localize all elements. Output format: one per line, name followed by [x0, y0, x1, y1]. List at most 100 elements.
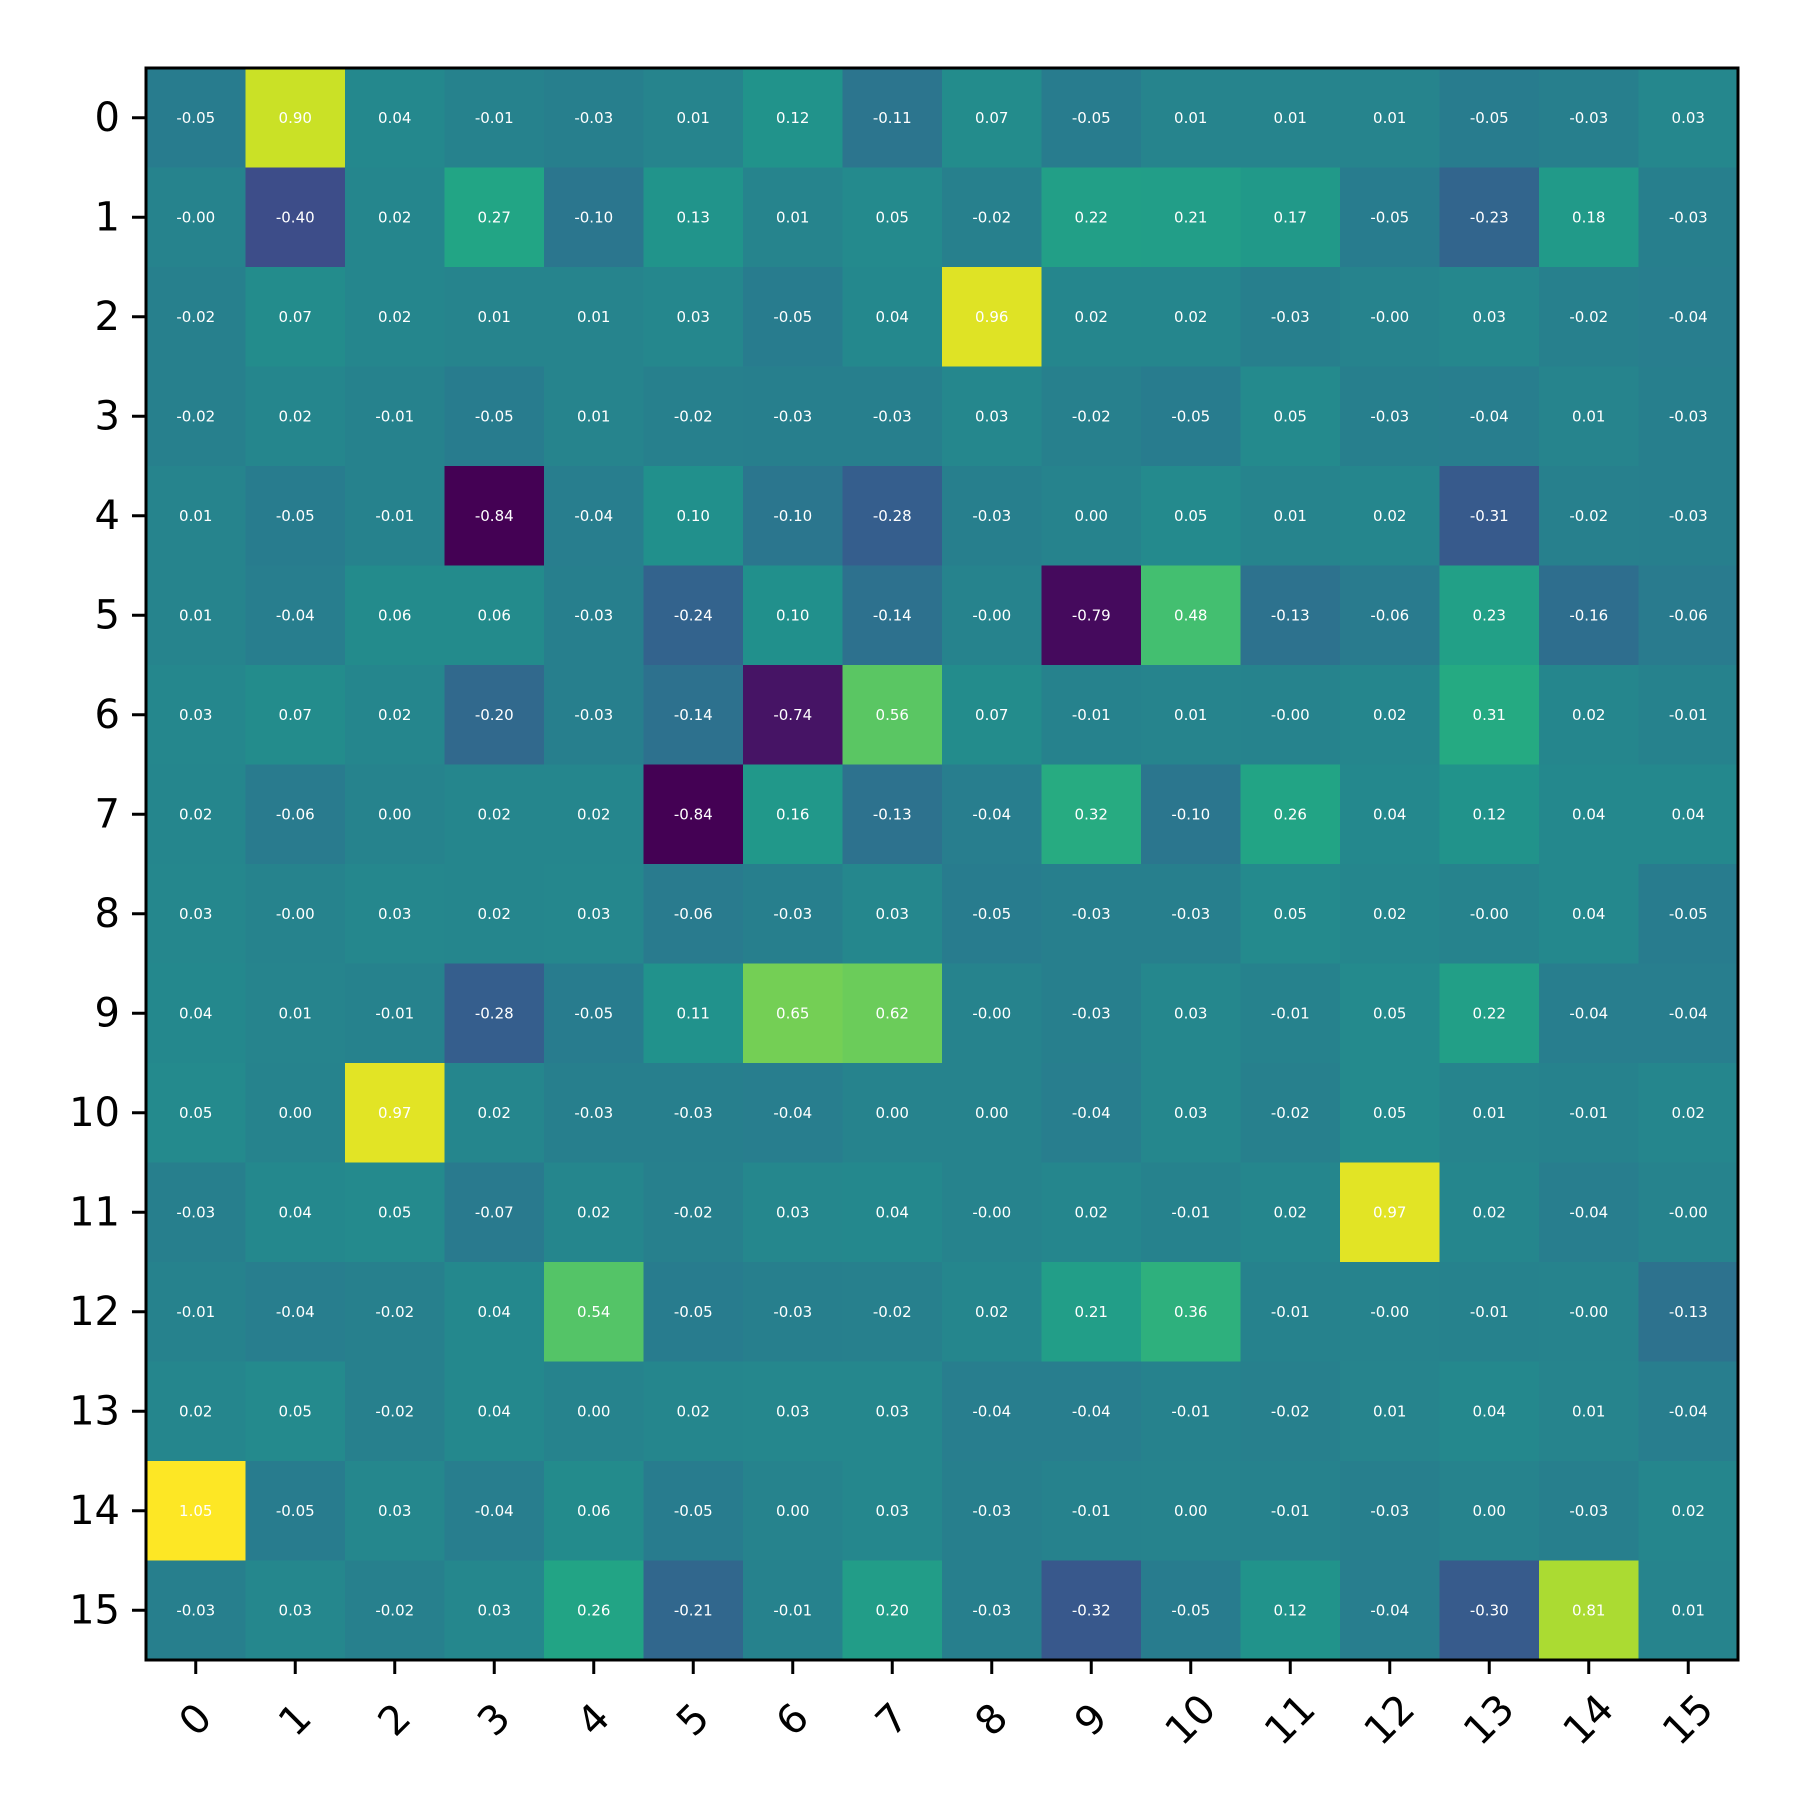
- heatmap-cell-r3-c5: [643, 366, 744, 467]
- heatmap-cell-r14-c0: [146, 1461, 247, 1562]
- heatmap-cell-r12-c4: [544, 1262, 645, 1363]
- cell-label-r1-c9: 0.22: [1075, 208, 1108, 226]
- cell-label-r15-c13: -0.30: [1470, 1601, 1509, 1619]
- heatmap-cell-r15-c7: [842, 1560, 943, 1661]
- cell-label-r9-c12: 0.05: [1373, 1004, 1406, 1022]
- heatmap-cell-r7-c8: [942, 764, 1043, 865]
- cell-label-r7-c4: 0.02: [577, 805, 610, 823]
- heatmap-cell-r1-c15: [1638, 167, 1739, 268]
- cell-label-r10-c15: 0.02: [1672, 1104, 1705, 1122]
- heatmap-cell-r11-c4: [544, 1162, 645, 1263]
- cell-label-r6-c13: 0.31: [1473, 706, 1506, 724]
- heatmap-cell-r7-c6: [743, 764, 844, 865]
- cell-label-r6-c15: -0.01: [1669, 706, 1708, 724]
- x-tick-label-12: 12: [1355, 1686, 1424, 1755]
- cell-label-r3-c15: -0.03: [1669, 407, 1708, 425]
- heatmap-cell-r13-c5: [643, 1361, 744, 1462]
- heatmap-cell-r8-c12: [1340, 864, 1441, 965]
- cell-label-r11-c0: -0.03: [176, 1203, 215, 1221]
- heatmap-cell-r11-c8: [942, 1162, 1043, 1263]
- cell-label-r8-c6: -0.03: [773, 905, 812, 923]
- heatmap-cell-r4-c14: [1539, 466, 1640, 567]
- heatmap-cell-r10-c7: [842, 1063, 943, 1164]
- heatmap-cell-r0-c9: [1041, 68, 1142, 169]
- cell-label-r13-c6: 0.03: [776, 1402, 809, 1420]
- heatmap-cell-r4-c0: [146, 466, 247, 567]
- cell-label-r8-c15: -0.05: [1669, 905, 1708, 923]
- heatmap-cell-r0-c15: [1638, 68, 1739, 169]
- heatmap-cell-r15-c13: [1439, 1560, 1540, 1661]
- heatmap-cell-r0-c5: [643, 68, 744, 169]
- heatmap-cell-r5-c9: [1041, 565, 1142, 666]
- cell-label-r12-c11: -0.01: [1271, 1303, 1310, 1321]
- cell-label-r4-c8: -0.03: [972, 507, 1011, 525]
- cell-label-r14-c13: 0.00: [1473, 1502, 1506, 1520]
- cell-label-r6-c14: 0.02: [1572, 706, 1605, 724]
- heatmap-cell-r1-c7: [842, 167, 943, 268]
- cell-label-r14-c0: 1.05: [179, 1502, 212, 1520]
- heatmap-cell-r12-c7: [842, 1262, 943, 1363]
- cell-label-r9-c2: -0.01: [375, 1004, 414, 1022]
- y-tick-label-15: 15: [69, 1587, 120, 1633]
- heatmap-cell-r8-c0: [146, 864, 247, 965]
- x-tick-label-2: 2: [369, 1695, 420, 1746]
- cell-label-r4-c13: -0.31: [1470, 507, 1509, 525]
- heatmap-cell-r12-c3: [444, 1262, 545, 1363]
- cell-label-r0-c4: -0.03: [574, 109, 613, 127]
- cell-label-r14-c1: -0.05: [276, 1502, 315, 1520]
- cell-label-r15-c11: 0.12: [1274, 1601, 1307, 1619]
- heatmap-cell-r8-c2: [345, 864, 446, 965]
- heatmap-cell-r1-c9: [1041, 167, 1142, 268]
- heatmap-cell-r7-c0: [146, 764, 247, 865]
- heatmap-cell-r6-c6: [743, 665, 844, 766]
- heatmap-cell-r13-c10: [1141, 1361, 1242, 1462]
- cell-label-r5-c15: -0.06: [1669, 606, 1708, 624]
- cell-label-r7-c15: 0.04: [1672, 805, 1705, 823]
- heatmap-cell-r7-c11: [1240, 764, 1341, 865]
- cell-label-r2-c10: 0.02: [1174, 308, 1207, 326]
- heatmap-cell-r14-c13: [1439, 1461, 1540, 1562]
- cell-label-r13-c7: 0.03: [876, 1402, 909, 1420]
- heatmap-cell-r4-c15: [1638, 466, 1739, 567]
- cell-label-r8-c0: 0.03: [179, 905, 212, 923]
- heatmap-cell-r1-c14: [1539, 167, 1640, 268]
- heatmap-cell-r1-c12: [1340, 167, 1441, 268]
- heatmap-cell-r0-c14: [1539, 68, 1640, 169]
- heatmap-cell-r9-c6: [743, 963, 844, 1064]
- cell-label-r5-c10: 0.48: [1174, 606, 1207, 624]
- heatmap-cell-r9-c8: [942, 963, 1043, 1064]
- heatmap-cell-r6-c5: [643, 665, 744, 766]
- cell-label-r8-c1: -0.00: [276, 905, 315, 923]
- heatmap-cell-r3-c2: [345, 366, 446, 467]
- heatmap-cell-r13-c0: [146, 1361, 247, 1462]
- heatmap-cell-r1-c11: [1240, 167, 1341, 268]
- heatmap-cell-r11-c15: [1638, 1162, 1739, 1263]
- cell-label-r1-c1: -0.40: [276, 208, 315, 226]
- heatmap-cell-r0-c2: [345, 68, 446, 169]
- cell-label-r8-c7: 0.03: [876, 905, 909, 923]
- heatmap-cell-r4-c3: [444, 466, 545, 567]
- cell-label-r5-c0: 0.01: [179, 606, 212, 624]
- cell-label-r11-c8: -0.00: [972, 1203, 1011, 1221]
- heatmap-cell-r9-c3: [444, 963, 545, 1064]
- cell-label-r8-c8: -0.05: [972, 905, 1011, 923]
- heatmap-cell-r5-c7: [842, 565, 943, 666]
- cell-label-r10-c4: -0.03: [574, 1104, 613, 1122]
- cell-label-r13-c14: 0.01: [1572, 1402, 1605, 1420]
- cell-label-r12-c5: -0.05: [674, 1303, 713, 1321]
- heatmap-cell-r4-c7: [842, 466, 943, 567]
- heatmap-cell-r1-c3: [444, 167, 545, 268]
- cell-label-r13-c0: 0.02: [179, 1402, 212, 1420]
- heatmap-cell-r14-c6: [743, 1461, 844, 1562]
- heatmap-cell-r10-c13: [1439, 1063, 1540, 1164]
- cell-label-r2-c7: 0.04: [876, 308, 909, 326]
- heatmap-cell-r14-c15: [1638, 1461, 1739, 1562]
- y-tick-label-14: 14: [69, 1488, 120, 1534]
- cell-label-r15-c0: -0.03: [176, 1601, 215, 1619]
- heatmap-cell-r4-c12: [1340, 466, 1441, 567]
- heatmap-cell-r13-c13: [1439, 1361, 1540, 1462]
- heatmap-cell-r3-c1: [245, 366, 346, 467]
- cell-label-r1-c14: 0.18: [1572, 208, 1605, 226]
- cell-label-r13-c9: -0.04: [1072, 1402, 1111, 1420]
- cell-label-r4-c4: -0.04: [574, 507, 613, 525]
